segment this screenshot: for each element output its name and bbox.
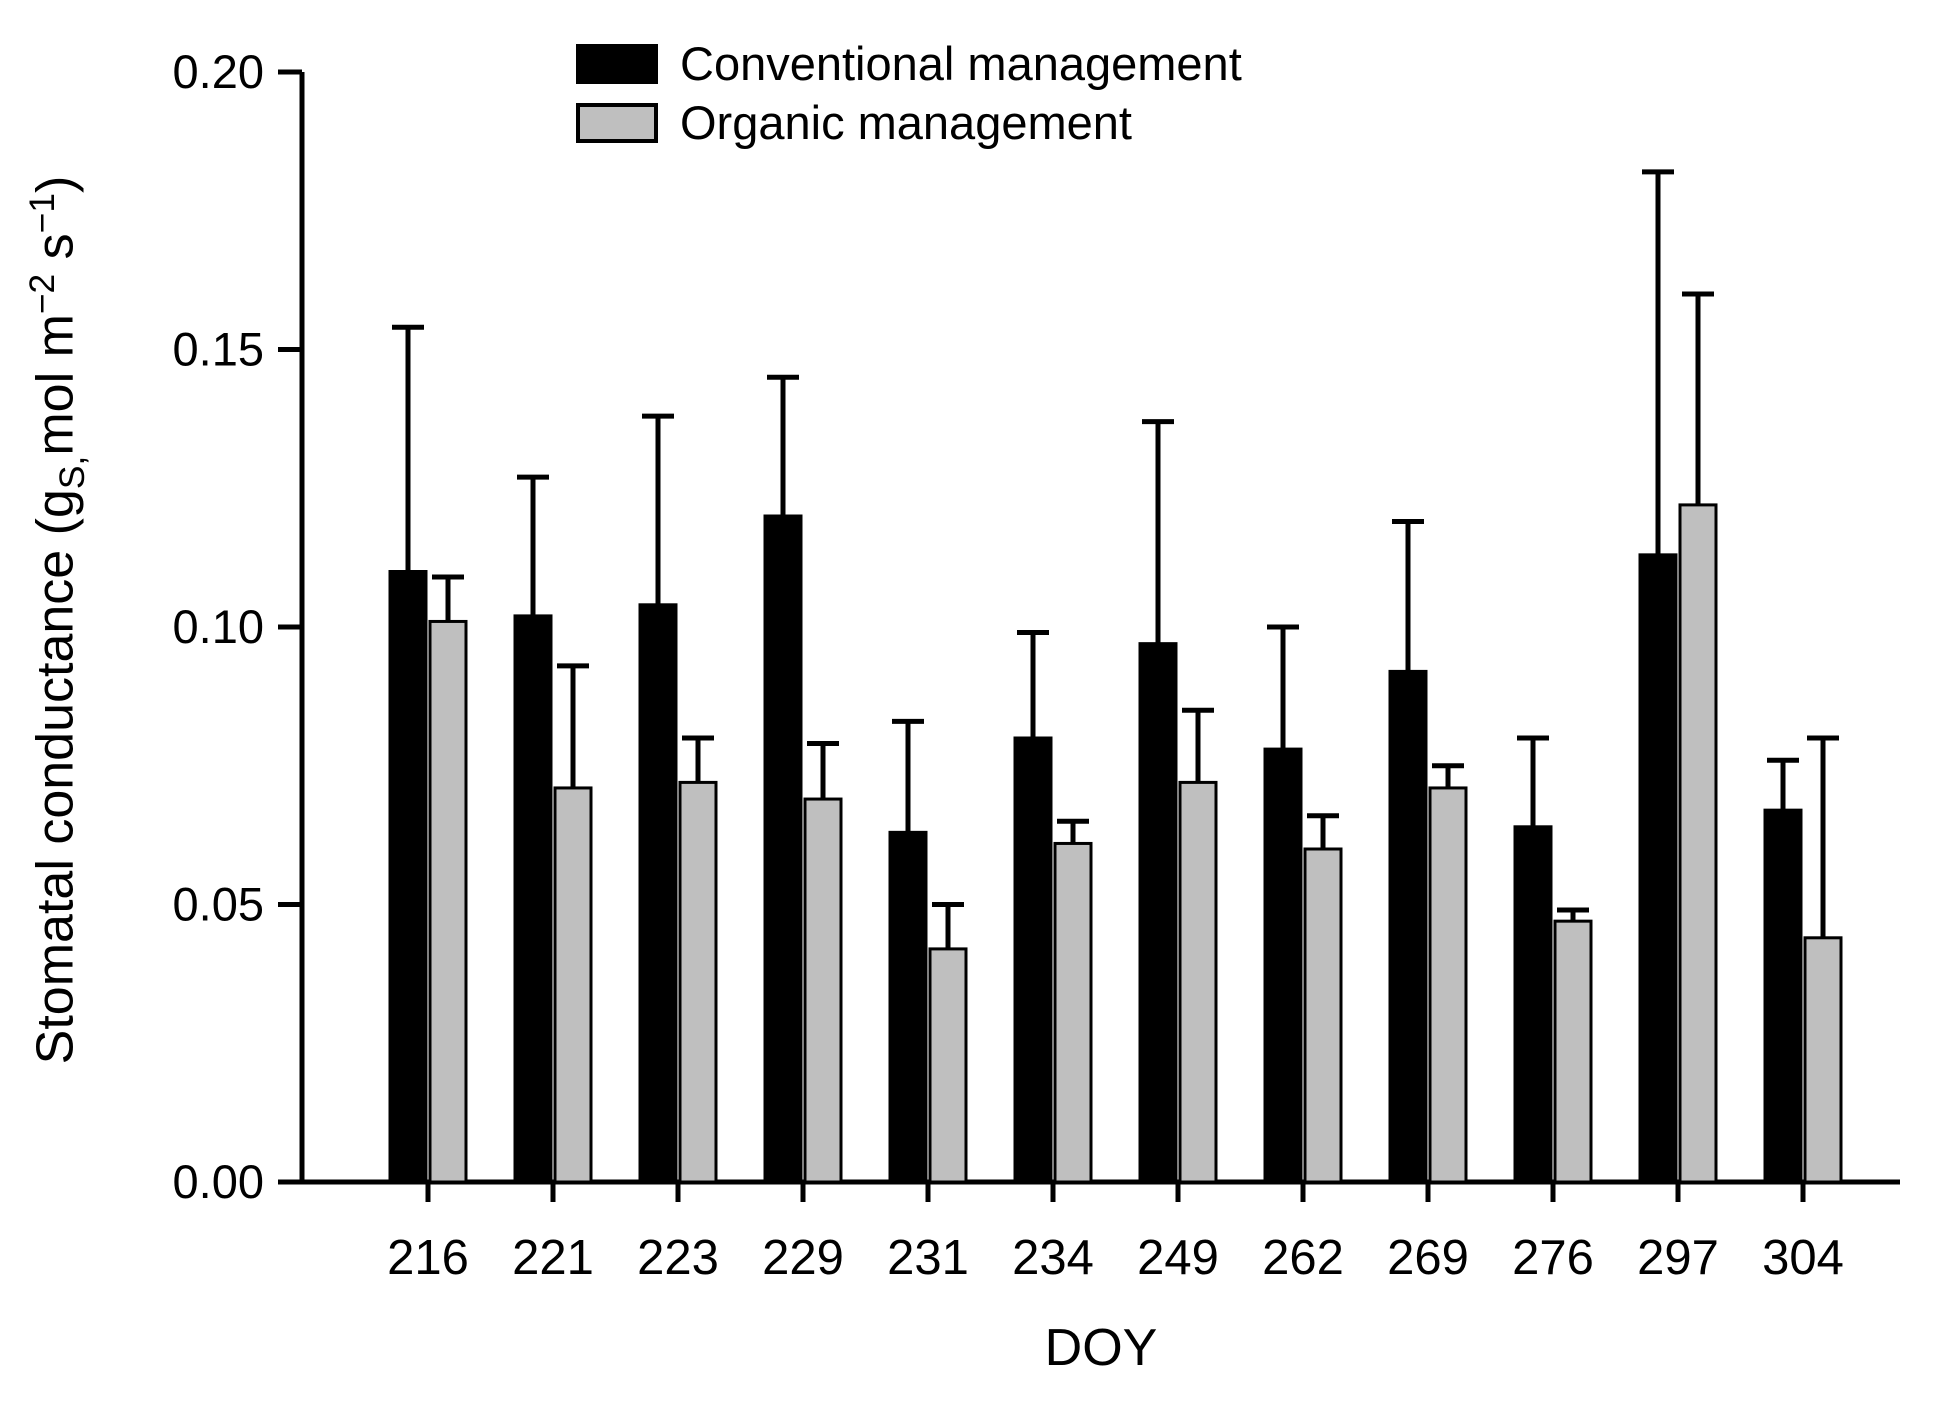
y-axis-title-text-2: mol m — [26, 314, 85, 456]
legend-swatch-organic — [576, 102, 658, 143]
x-tick-label: 269 — [1387, 1231, 1469, 1285]
bar-organic-276 — [1553, 919, 1593, 1184]
x-tick-label: 297 — [1637, 1231, 1719, 1285]
x-tick-label: 221 — [512, 1231, 594, 1285]
y-axis-title-superscript-2: −1 — [23, 193, 63, 234]
y-axis-title-superscript-1: −2 — [23, 273, 63, 315]
y-tick-label: 0.15 — [173, 323, 264, 376]
y-tick-label: 0.20 — [173, 45, 264, 98]
y-axis-title-text-3: s — [26, 233, 85, 274]
y-tick-label: 0.00 — [173, 1155, 264, 1208]
bar-conventional-297 — [1638, 553, 1678, 1184]
x-tick-label: 223 — [637, 1231, 719, 1285]
bar-organic-223 — [678, 780, 718, 1184]
x-tick-label: 249 — [1137, 1231, 1219, 1285]
bar-organic-234 — [1053, 841, 1093, 1184]
bar-conventional-229 — [763, 514, 803, 1184]
bar-organic-249 — [1178, 780, 1218, 1184]
bar-organic-221 — [553, 786, 593, 1184]
bar-organic-229 — [803, 797, 843, 1184]
legend-label-organic: Organic management — [680, 96, 1132, 149]
bar-conventional-231 — [888, 830, 928, 1184]
bar-conventional-249 — [1138, 642, 1178, 1184]
bar-conventional-262 — [1263, 747, 1303, 1184]
bar-organic-269 — [1428, 786, 1468, 1184]
x-tick-label: 234 — [1012, 1231, 1094, 1285]
y-axis-title-text-1: Stomatal conductance (g — [26, 489, 85, 1065]
x-tick-label: 304 — [1762, 1231, 1844, 1285]
y-tick-label: 0.10 — [173, 600, 264, 653]
x-axis-title: DOY — [1044, 1319, 1158, 1377]
x-tick-label: 262 — [1262, 1231, 1344, 1285]
legend-swatch-conventional — [576, 43, 658, 84]
legend: Conventional management Organic manageme… — [576, 40, 1242, 146]
bar-conventional-216 — [388, 570, 428, 1184]
y-tick-label: 0.05 — [173, 878, 264, 931]
bar-conventional-234 — [1013, 736, 1053, 1184]
bar-organic-231 — [928, 947, 968, 1184]
bar-organic-262 — [1303, 847, 1343, 1184]
bar-conventional-221 — [513, 614, 553, 1184]
x-tick-label: 216 — [387, 1231, 469, 1285]
x-tick-label: 229 — [762, 1231, 844, 1285]
x-tick-label: 231 — [887, 1231, 969, 1285]
bar-organic-216 — [428, 619, 468, 1184]
y-axis-title: Stomatal conductance (gS,mol m−2 s−1) — [23, 176, 93, 1065]
y-axis-title-subscript: S, — [52, 455, 92, 490]
legend-item-conventional: Conventional management — [576, 40, 1242, 87]
bar-conventional-223 — [638, 603, 678, 1184]
x-tick-label: 276 — [1512, 1231, 1594, 1285]
bar-organic-304 — [1803, 936, 1843, 1184]
bar-conventional-269 — [1388, 669, 1428, 1184]
bar-conventional-276 — [1513, 825, 1553, 1184]
legend-label-conventional: Conventional management — [680, 37, 1242, 90]
bar-conventional-304 — [1763, 808, 1803, 1184]
bar-organic-297 — [1678, 503, 1718, 1184]
y-axis-title-text-4: ) — [26, 175, 85, 193]
legend-item-organic: Organic management — [576, 99, 1242, 146]
